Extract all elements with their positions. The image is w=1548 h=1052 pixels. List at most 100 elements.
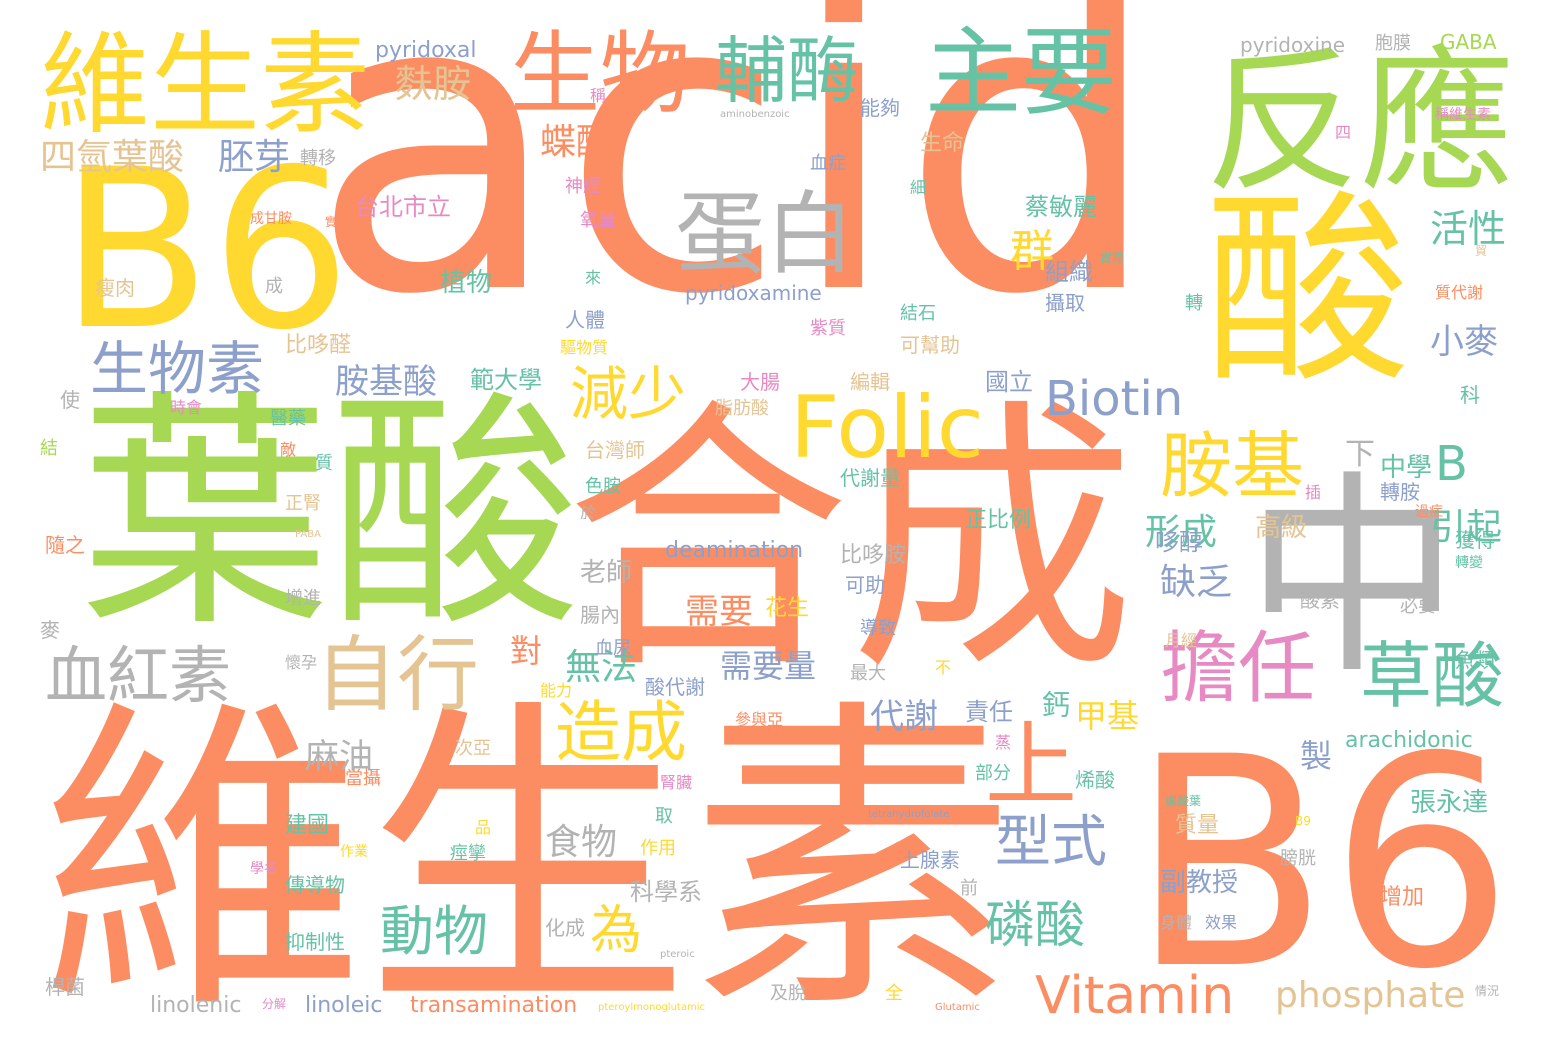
- word-laoshi: 老師: [580, 558, 633, 588]
- word-zhuanbian: 轉變: [1455, 555, 1483, 571]
- word-sheqi: 攝取: [1045, 291, 1085, 315]
- word-xuehongsu: 血紅素: [45, 639, 232, 712]
- word-bianji: 編輯: [850, 370, 890, 394]
- word-xia: 下: [1345, 437, 1375, 472]
- word-linolenic: linolenic: [150, 993, 242, 1018]
- word-fenjie: 分解: [262, 997, 287, 1011]
- word-daozhi: 導致: [860, 618, 896, 639]
- word-yangliang: 氧量: [580, 210, 616, 231]
- word-quan: 全: [885, 983, 903, 1004]
- word-bu: 不: [935, 658, 952, 677]
- word-xiaoguo: 效果: [1205, 913, 1238, 932]
- word-zhifangsuan: 脂肪酸: [715, 398, 769, 419]
- word-taiwanshi: 台灣師: [585, 438, 645, 462]
- word-jituo: 及脫: [770, 983, 806, 1004]
- word-yesuan: 葉酸: [80, 369, 580, 660]
- word-duochun: 哆醇: [1155, 528, 1203, 556]
- word-jingluan: 痙攣: [450, 843, 486, 864]
- word-pteroylmonoglutamic: pteroylmonoglutamic: [598, 1002, 705, 1013]
- word-xi: 細: [910, 178, 927, 197]
- word-chuandaowu: 傳導物: [285, 873, 345, 897]
- word-kezhu: 可助: [845, 573, 885, 597]
- word-folic: Folic: [790, 378, 985, 478]
- word-zixing: 自行: [315, 628, 480, 723]
- word-dachang: 大腸: [740, 370, 780, 394]
- word-yu: 於: [580, 503, 597, 522]
- word-diesuan: 蝶酸: [540, 122, 613, 163]
- word-fandaxue: 範大學: [470, 366, 542, 394]
- word-taibeishili: 台北市立: [355, 193, 451, 221]
- word-caosuan: 草酸: [1360, 634, 1505, 718]
- word-shiji: 實際: [1100, 251, 1125, 265]
- word-dangshe: 當攝: [345, 768, 381, 789]
- word-xiaomai: 小麥: [1430, 322, 1498, 362]
- word-yizhixing: 抑制性: [285, 930, 345, 954]
- word-cheng: 稱: [590, 86, 607, 105]
- word-gamjun: 桿菌: [45, 975, 85, 999]
- word-zuzhi: 組織: [1045, 258, 1093, 286]
- word-kebangzhu: 可幫助: [900, 333, 960, 357]
- word-biyao: 必要: [1400, 596, 1436, 617]
- word-paba: PABA: [295, 529, 321, 540]
- word-shang: 上: [985, 712, 1078, 819]
- word-siqingyesuan: 四氫葉酸: [40, 137, 185, 178]
- word-gaba: GABA: [1440, 30, 1497, 54]
- word-zhangyongda: 張永達: [1410, 788, 1489, 818]
- word-nenggou: 能夠: [860, 96, 900, 120]
- word-ke: 科: [1460, 383, 1480, 407]
- word-pteroic: pteroic: [660, 949, 695, 960]
- word-zhi-small: 質: [315, 453, 333, 474]
- word-zhengshen: 正腎: [285, 493, 321, 514]
- word-bufen: 部分: [975, 763, 1011, 784]
- word-xuyao: 需要: [685, 592, 753, 632]
- word-ciya: 次亞: [455, 738, 491, 759]
- word-shangxiansu: 上腺素: [900, 848, 960, 872]
- word-xueniao: 血尿: [595, 638, 631, 659]
- word-pyridoxine: pyridoxine: [1240, 33, 1345, 57]
- word-dui: 對: [510, 632, 543, 670]
- word-zhiliang: 質量: [1175, 813, 1220, 838]
- word-zuida: 最大: [850, 663, 886, 684]
- word-yinqi: 引起: [1430, 507, 1503, 548]
- word-xingshi: 型式: [995, 810, 1107, 875]
- word-biduoquan: 比哆醛: [285, 333, 352, 358]
- word-shourou: 瘦肉: [95, 276, 135, 300]
- word-chengganan: 成甘胺: [250, 211, 292, 227]
- word-diesuanye: 螺酸葉: [1165, 794, 1202, 808]
- word-peiya: 胚芽: [218, 137, 291, 178]
- word-si: 四: [1335, 123, 1352, 142]
- word-huoxing: 活性: [1430, 207, 1507, 251]
- word-glutamic: Glutamic: [935, 1002, 980, 1013]
- word-zuoyong: 作用: [640, 838, 676, 859]
- word-huasheng: 花生: [765, 596, 810, 621]
- word-zhuanyi: 轉移: [300, 148, 336, 169]
- word-xisuan: 烯酸: [1075, 768, 1115, 792]
- word-shiwu: 食物: [545, 822, 618, 863]
- word-kexuexi: 科學系: [630, 878, 702, 906]
- word-huacheng: 化成: [545, 916, 585, 940]
- word-wei: 為: [590, 901, 643, 961]
- word-zhuan: 轉: [1185, 293, 1203, 314]
- word-b6-right: B6: [1130, 696, 1514, 1033]
- word-arachidonic: arachidonic: [1345, 728, 1473, 753]
- word-jianshao: 減少: [570, 360, 687, 428]
- word-guoli: 國立: [985, 368, 1033, 396]
- word-pin: 品: [475, 818, 492, 837]
- word-zhiwu: 植物: [440, 268, 493, 298]
- word-lai: 來: [585, 268, 602, 287]
- word-chengweishengsu: 稱維生素: [1435, 107, 1491, 123]
- word-b: B: [1435, 436, 1468, 492]
- word-weishengsu-big: 維生素: [40, 673, 1015, 1052]
- word-fujiaoshou: 副教授: [1160, 868, 1239, 898]
- word-zizhi: 紫質: [810, 318, 846, 339]
- word-sean: 色胺: [585, 476, 621, 497]
- word-huode: 獲得: [1455, 528, 1495, 552]
- word-yulei: 魚類: [1455, 648, 1495, 672]
- word-guozheng: 過症: [1415, 504, 1443, 520]
- word-transamination: transamination: [410, 993, 578, 1018]
- word-jianguo: 建國: [285, 813, 330, 838]
- word-dongwu: 動物: [380, 900, 488, 963]
- word-b6-left: B6: [60, 122, 351, 378]
- word-quefa: 缺乏: [1160, 562, 1233, 603]
- word-anjisuan: 胺基酸: [335, 362, 437, 402]
